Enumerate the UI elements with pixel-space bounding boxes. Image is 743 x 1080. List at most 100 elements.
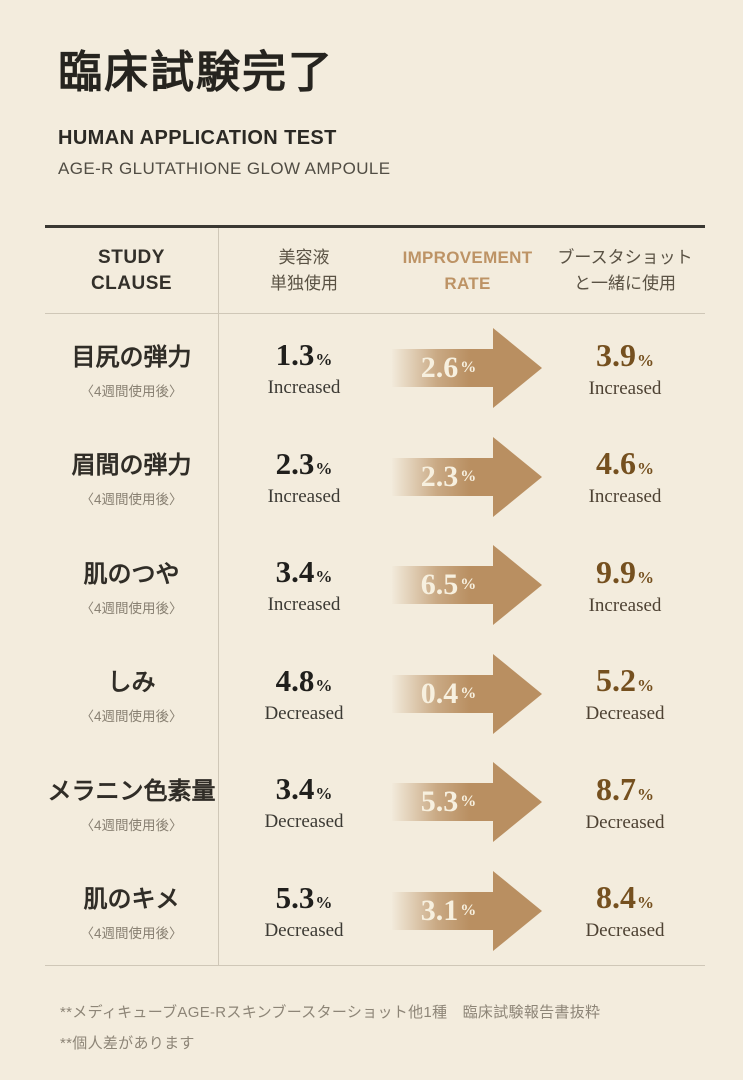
serum-direction: Increased <box>267 594 341 616</box>
column-header-improvement-rate: IMPROVEMENT RATE <box>390 245 545 296</box>
serum-value: 3.4% <box>275 554 333 590</box>
booster-direction: Decreased <box>585 811 665 833</box>
percent-sign: % <box>637 893 654 913</box>
right-arrow-icon <box>391 762 542 843</box>
improvement-arrow: 3.1% <box>391 866 544 956</box>
right-arrow-icon <box>391 653 542 734</box>
serum-only-cell: 2.3% Increased <box>218 446 390 508</box>
percent-sign: % <box>315 458 333 478</box>
right-arrow-icon <box>391 545 542 626</box>
table-row: メラニン色素量 〈4週間使用後〉 3.4% Decreased 5.3% 8.7… <box>45 748 705 857</box>
column-header-rate-line1: IMPROVEMENT <box>402 248 533 267</box>
percent-sign: % <box>460 684 477 702</box>
improvement-value: 3.1% <box>420 893 477 927</box>
column-header-study-line2: CLAUSE <box>90 272 173 294</box>
serum-only-cell: 5.3% Decreased <box>218 880 390 942</box>
percent-sign: % <box>637 676 654 696</box>
row-sublabel: 〈4週間使用後〉 <box>80 492 183 508</box>
row-sublabel: 〈4週間使用後〉 <box>80 926 183 942</box>
serum-only-cell: 3.4% Increased <box>218 554 390 616</box>
footnotes: **メディキューブAGE-Rスキンブースターショット他1種 臨床試験報告書抜粋 … <box>60 998 705 1060</box>
serum-direction: Increased <box>267 485 341 507</box>
table-row: 目尻の弾力 〈4週間使用後〉 1.3% Increased 2.6% 3.9% … <box>45 314 705 423</box>
row-sublabel: 〈4週間使用後〉 <box>80 817 183 833</box>
improvement-arrow: 2.6% <box>391 323 544 413</box>
product-name: AGE-R GLUTATHIONE GLOW AMPOULE <box>58 159 391 178</box>
improvement-value: 0.4% <box>420 676 477 710</box>
booster-direction: Decreased <box>585 920 665 942</box>
booster-value: 3.9% <box>596 336 654 373</box>
table-row: しみ 〈4週間使用後〉 4.8% Decreased 0.4% 5.2% Dec… <box>45 640 705 749</box>
table-row: 眉間の弾力 〈4週間使用後〉 2.3% Increased 2.3% 4.6% … <box>45 423 705 532</box>
column-header-study-line1: STUDY <box>98 246 165 268</box>
improvement-rate-cell: 2.6% <box>390 323 545 413</box>
study-clause-cell: しみ 〈4週間使用後〉 <box>45 662 218 725</box>
serum-direction: Increased <box>267 377 341 399</box>
page-title: 臨床試験完了 <box>58 48 334 97</box>
improvement-value: 5.3% <box>420 785 477 819</box>
percent-sign: % <box>460 467 477 485</box>
study-clause-cell: 肌のつや 〈4週間使用後〉 <box>45 554 218 617</box>
booster-direction: Decreased <box>585 703 665 725</box>
booster-direction: Increased <box>588 594 662 616</box>
serum-value: 2.3% <box>275 445 333 481</box>
column-header-serum-line2: 単独使用 <box>270 273 338 293</box>
right-arrow-icon <box>391 870 542 951</box>
with-booster-cell: 8.4% Decreased <box>545 879 705 942</box>
footnote-1: **メディキューブAGE-Rスキンブースターショット他1種 臨床試験報告書抜粋 <box>60 1004 601 1021</box>
improvement-rate-cell: 0.4% <box>390 649 545 739</box>
percent-sign: % <box>637 350 654 370</box>
page-header: 臨床試験完了 HUMAN APPLICATION TEST AGE-R GLUT… <box>0 0 743 179</box>
serum-only-cell: 4.8% Decreased <box>218 663 390 725</box>
serum-value: 5.3% <box>275 879 333 915</box>
serum-only-cell: 1.3% Increased <box>218 337 390 399</box>
improvement-rate-cell: 6.5% <box>390 540 545 630</box>
right-arrow-icon <box>391 436 542 517</box>
percent-sign: % <box>315 784 333 804</box>
row-label: 眉間の弾力 <box>71 452 192 480</box>
percent-sign: % <box>460 793 477 811</box>
footnote-2: **個人差があります <box>60 1034 195 1052</box>
table-row: 肌のつや 〈4週間使用後〉 3.4% Increased 6.5% 9.9% I… <box>45 531 705 640</box>
booster-direction: Increased <box>588 486 662 508</box>
booster-value: 8.4% <box>596 879 654 916</box>
study-clause-cell: 眉間の弾力 〈4週間使用後〉 <box>45 445 218 508</box>
improvement-value: 6.5% <box>420 568 477 602</box>
percent-sign: % <box>460 359 477 377</box>
booster-value: 8.7% <box>596 770 654 807</box>
with-booster-cell: 4.6% Increased <box>545 445 705 508</box>
serum-only-cell: 3.4% Decreased <box>218 771 390 833</box>
improvement-value: 2.6% <box>420 351 477 385</box>
row-label: 目尻の弾力 <box>71 343 192 371</box>
percent-sign: % <box>315 567 333 587</box>
page-subtitle: HUMAN APPLICATION TEST <box>58 127 337 149</box>
booster-value: 5.2% <box>596 662 654 699</box>
percent-sign: % <box>637 567 654 587</box>
results-table: STUDY CLAUSE 美容液 単独使用 IMPROVEMENT RATE ブ… <box>45 225 705 966</box>
percent-sign: % <box>315 350 333 370</box>
serum-direction: Decreased <box>264 919 344 941</box>
booster-value: 4.6% <box>596 445 654 482</box>
improvement-arrow: 0.4% <box>391 649 544 739</box>
with-booster-cell: 3.9% Increased <box>545 337 705 400</box>
row-sublabel: 〈4週間使用後〉 <box>80 600 183 616</box>
booster-direction: Increased <box>588 377 662 399</box>
improvement-rate-cell: 5.3% <box>390 757 545 847</box>
column-header-with-booster: ブースタショット と一緒に使用 <box>545 245 705 296</box>
table-rows: 目尻の弾力 〈4週間使用後〉 1.3% Increased 2.6% 3.9% … <box>45 314 705 965</box>
row-sublabel: 〈4週間使用後〉 <box>80 709 183 725</box>
row-label: メラニン色素量 <box>47 777 216 805</box>
serum-direction: Decreased <box>264 702 344 724</box>
table-row: 肌のキメ 〈4週間使用後〉 5.3% Decreased 3.1% 8.4% D… <box>45 857 705 966</box>
study-clause-cell: 肌のキメ 〈4週間使用後〉 <box>45 879 218 942</box>
improvement-rate-cell: 2.3% <box>390 432 545 522</box>
column-header-rate-line2: RATE <box>444 273 491 293</box>
row-label: 肌のキメ <box>83 886 180 914</box>
improvement-rate-cell: 3.1% <box>390 866 545 956</box>
right-arrow-icon <box>391 328 542 409</box>
improvement-arrow: 6.5% <box>391 540 544 630</box>
study-clause-cell: メラニン色素量 〈4週間使用後〉 <box>45 771 218 834</box>
improvement-arrow: 5.3% <box>391 757 544 847</box>
percent-sign: % <box>315 675 333 695</box>
serum-value: 4.8% <box>275 662 333 698</box>
